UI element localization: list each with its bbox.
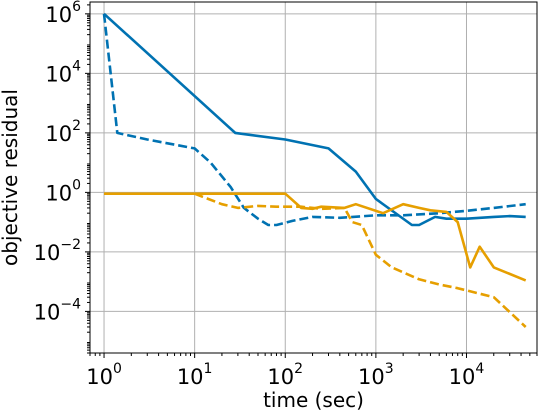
y-tick-label: 106 [45, 0, 81, 27]
y-tick-exponent: 6 [72, 0, 81, 15]
y-tick-base: 10 [45, 3, 72, 27]
x-tick-exponent: 3 [385, 361, 394, 377]
series-layer [102, 12, 527, 328]
x-tick-exponent: 2 [294, 361, 303, 377]
y-tick-exponent: 0 [72, 177, 81, 193]
x-tick-label: 101 [177, 361, 213, 389]
x-tick-label: 100 [86, 361, 122, 389]
x-tick-label: 104 [449, 361, 485, 389]
x-tick-base: 10 [267, 365, 294, 389]
series-line-2-dashed [102, 13, 526, 227]
y-tick-label: 104 [45, 58, 81, 86]
x-tick-exponent: 0 [113, 361, 122, 377]
y-tick-base: 10 [34, 241, 61, 265]
x-tick-base: 10 [358, 365, 385, 389]
x-tick-base: 10 [86, 365, 113, 389]
y-axis-label: objective residual [0, 89, 22, 266]
x-tick-label: 102 [267, 361, 303, 389]
y-tick-exponent: −4 [60, 296, 81, 312]
y-tick-exponent: 2 [72, 118, 81, 134]
y-tick-base: 10 [34, 300, 61, 324]
x-tick-base: 10 [449, 365, 476, 389]
series-line-4-dashed [194, 192, 527, 328]
plot-frame [89, 1, 538, 354]
y-tick-exponent: 4 [72, 58, 81, 74]
x-axis-label: time (sec) [263, 388, 364, 410]
x-tick-label: 103 [358, 361, 394, 389]
x-tick-exponent: 1 [204, 361, 213, 377]
series-line-1-solid [103, 12, 526, 227]
grid [90, 2, 537, 353]
y-tick-label: 10−2 [34, 237, 81, 265]
y-tick-exponent: −2 [60, 237, 81, 253]
y-tick-label: 102 [45, 118, 81, 146]
x-tick-exponent: 4 [475, 361, 484, 377]
y-tick-label: 100 [45, 177, 81, 205]
y-tick-base: 10 [45, 181, 72, 205]
series-line-3-solid [104, 192, 527, 282]
x-tick-base: 10 [177, 365, 204, 389]
y-tick-base: 10 [45, 62, 72, 86]
y-tick-label: 10−4 [34, 296, 81, 324]
y-tick-base: 10 [45, 122, 72, 146]
